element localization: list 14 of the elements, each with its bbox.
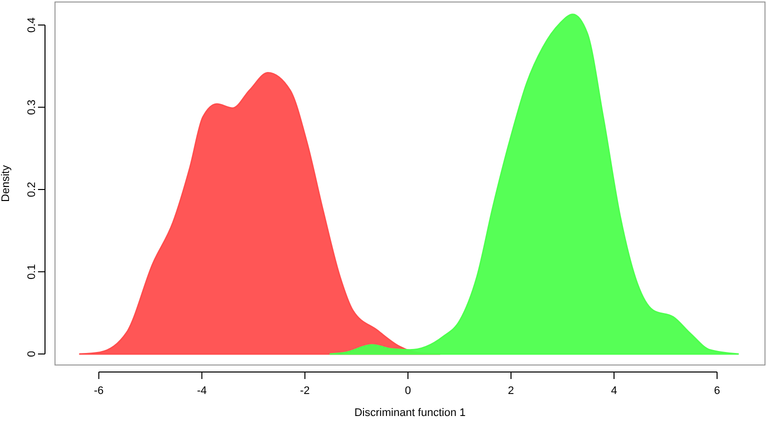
y-tick-label: 0.2 xyxy=(26,182,38,198)
x-tick-label: 0 xyxy=(404,385,411,397)
x-tick-label: -6 xyxy=(94,385,104,397)
x-tick-label: 4 xyxy=(610,385,618,397)
y-axis-title: Density xyxy=(0,164,12,202)
y-tick-label: 0.1 xyxy=(26,264,38,280)
x-tick-label: 2 xyxy=(508,385,514,397)
x-tick-label: -4 xyxy=(196,385,207,397)
x-axis-title: Discriminant function 1 xyxy=(354,407,466,419)
y-tick-label: 0.3 xyxy=(26,100,38,115)
x-tick-label: 6 xyxy=(714,385,720,397)
y-tick-label: 0 xyxy=(26,350,38,358)
x-tick-label: -2 xyxy=(300,385,310,397)
y-tick-label: 0.4 xyxy=(26,17,38,33)
